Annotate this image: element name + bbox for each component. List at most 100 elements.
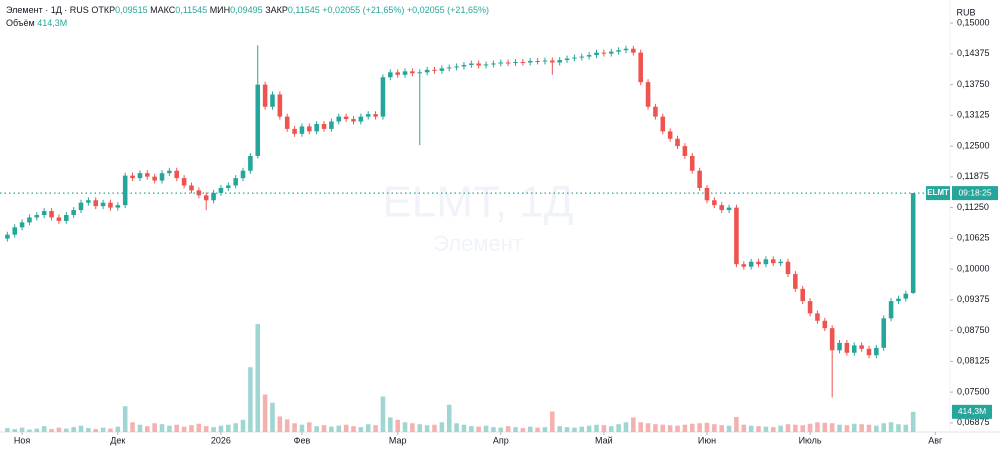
candle-body — [358, 116, 364, 122]
volume-bar — [763, 426, 769, 432]
candle-body — [645, 82, 651, 107]
candle-body — [748, 261, 754, 267]
volume-bar — [277, 416, 283, 432]
volume-bar — [793, 424, 798, 432]
candle-body — [881, 318, 887, 348]
volume-bar — [137, 424, 143, 432]
candle-body — [343, 116, 349, 120]
volume-bar — [896, 424, 901, 432]
candle-body — [277, 94, 283, 117]
x-tick-label: Ноя — [14, 435, 31, 445]
volume-bar — [734, 416, 739, 432]
volume-bar — [248, 367, 253, 432]
candle-body — [793, 274, 798, 289]
y-tick-label: 0,13750 — [957, 79, 990, 89]
legend-close: 0,11545 — [288, 5, 320, 15]
volume-bar — [226, 424, 231, 432]
candle-body — [115, 205, 121, 208]
volume-bar — [270, 402, 275, 432]
y-tick-label: 0,12500 — [957, 140, 990, 150]
candle-body — [734, 207, 739, 265]
candle-body — [726, 207, 732, 211]
candle-body — [167, 170, 172, 174]
volume-bar — [866, 424, 872, 432]
volume-bar — [329, 426, 334, 432]
y-tick-label: 0,10625 — [957, 233, 990, 243]
volume-bar — [815, 422, 820, 432]
candle-body — [78, 202, 84, 211]
volume-bar — [726, 425, 732, 432]
candle-body — [586, 55, 592, 57]
volume-bar — [638, 422, 643, 432]
volume-bar — [903, 424, 909, 432]
candle-body — [638, 52, 643, 83]
candle-body — [697, 170, 702, 188]
y-tick-label: 0,09375 — [957, 294, 990, 304]
y-tick-label: 0,15000 — [957, 17, 990, 27]
volume-bar — [439, 422, 445, 432]
candle-body — [505, 62, 511, 64]
candle-body — [255, 84, 261, 156]
volume-bar — [115, 426, 121, 432]
candle-body — [785, 261, 791, 275]
candle-body — [557, 60, 562, 63]
candle-body — [145, 173, 150, 177]
volume-bar — [86, 428, 91, 432]
candle-body — [704, 187, 710, 201]
candle-body — [130, 175, 135, 179]
volume-bar — [122, 406, 128, 432]
x-tick-label: 2026 — [211, 435, 231, 445]
volume-bar — [476, 426, 481, 432]
volume-bar — [881, 423, 887, 432]
volume-bar — [410, 423, 415, 432]
candle-body — [756, 261, 761, 265]
volume-bar — [859, 424, 864, 432]
volume-bar — [100, 427, 106, 432]
legend-high-label: МАКС — [150, 5, 176, 15]
volume-bar — [601, 425, 607, 432]
volume-bar — [373, 425, 378, 432]
volume-bar — [719, 425, 724, 432]
volume-bar — [152, 423, 157, 432]
volume-bar — [424, 425, 430, 432]
x-tick-label: Апр — [493, 435, 509, 445]
volume-bar — [108, 428, 113, 432]
candle-body — [299, 126, 305, 134]
candle-body — [461, 64, 467, 67]
candle-body — [5, 234, 10, 239]
volume-bar — [56, 427, 62, 432]
candle-body — [439, 68, 445, 71]
candle-body — [822, 320, 828, 329]
volume-tag-box — [952, 404, 992, 419]
candle-body — [446, 67, 452, 69]
candle-body — [174, 170, 180, 179]
volume-bar — [807, 423, 813, 432]
volume-bar — [851, 423, 857, 432]
candle-body — [402, 71, 408, 75]
candle-body — [329, 121, 334, 129]
volume-bar — [616, 424, 621, 432]
countdown-box — [952, 186, 998, 201]
volume-bar — [314, 426, 319, 432]
volume-bar — [572, 427, 577, 432]
volume-bar — [19, 427, 25, 432]
candle-body — [778, 261, 783, 264]
volume-bar — [594, 424, 599, 432]
candle-body — [903, 293, 909, 299]
candle-body — [542, 60, 548, 62]
candle-body — [159, 173, 165, 181]
volume-bar — [402, 422, 408, 432]
candle-body — [181, 178, 187, 186]
candle-body — [395, 72, 400, 75]
y-tick-label: 0,11250 — [957, 202, 989, 212]
volume-legend-value: 414,3M — [37, 18, 67, 28]
volume-bar — [785, 424, 791, 432]
x-tick-label: Фев — [294, 435, 311, 445]
volume-bar — [41, 426, 47, 432]
volume-bar — [822, 422, 828, 432]
volume-bar — [343, 424, 349, 432]
candle-body — [19, 222, 25, 228]
volume-bar — [78, 425, 84, 432]
candle-body — [535, 61, 540, 63]
